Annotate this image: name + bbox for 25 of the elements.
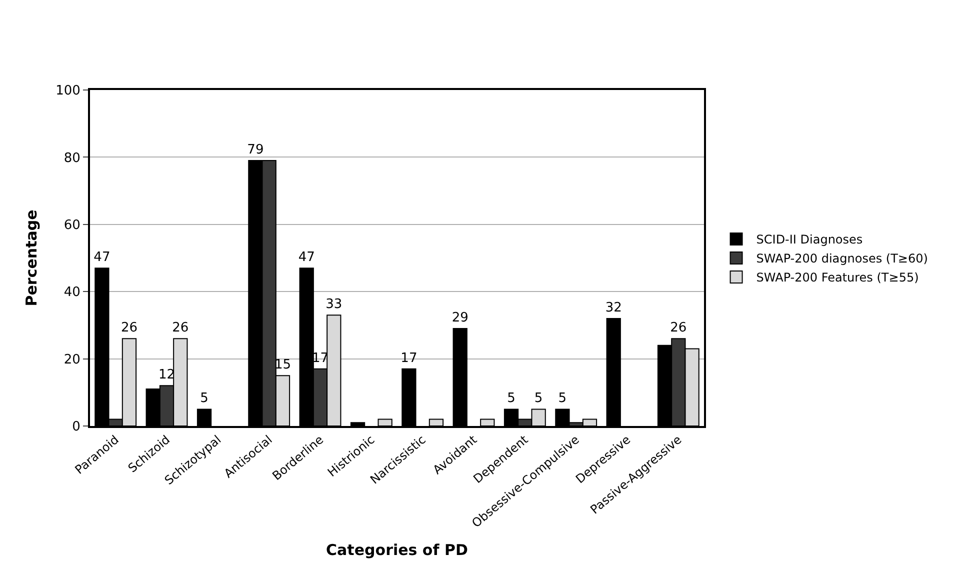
y-tick-label: 100 (56, 84, 80, 99)
data-label: 32 (605, 300, 622, 316)
data-label: 26 (120, 320, 138, 336)
y-axis-title: Percentage (22, 210, 40, 306)
data-label: 5 (507, 391, 516, 406)
data-label: 47 (298, 250, 315, 266)
data-label: 29 (452, 310, 468, 326)
data-label: 33 (326, 297, 342, 312)
y-tick-label: 60 (64, 218, 80, 233)
legend-label: SWAP-200 diagnoses (T≥60) (756, 252, 928, 266)
data-label: 47 (94, 250, 110, 266)
data-label: 5 (200, 391, 208, 406)
legend-label: SCID-II Diagnoses (756, 232, 863, 247)
y-tick-label: 40 (64, 285, 80, 300)
y-tick-label: 20 (64, 352, 80, 368)
y-tick-label: 80 (64, 150, 80, 166)
data-label: 26 (670, 320, 687, 336)
data-label: 79 (247, 142, 264, 158)
data-label: 17 (400, 350, 418, 366)
legend-label: SWAP-200 Features (T≥55) (756, 270, 919, 285)
data-label: 5 (534, 391, 543, 406)
y-tick-label: 0 (72, 420, 80, 435)
x-axis-title: Categories of PD (326, 540, 468, 559)
data-label: 26 (172, 320, 189, 336)
data-label: 5 (558, 391, 567, 406)
